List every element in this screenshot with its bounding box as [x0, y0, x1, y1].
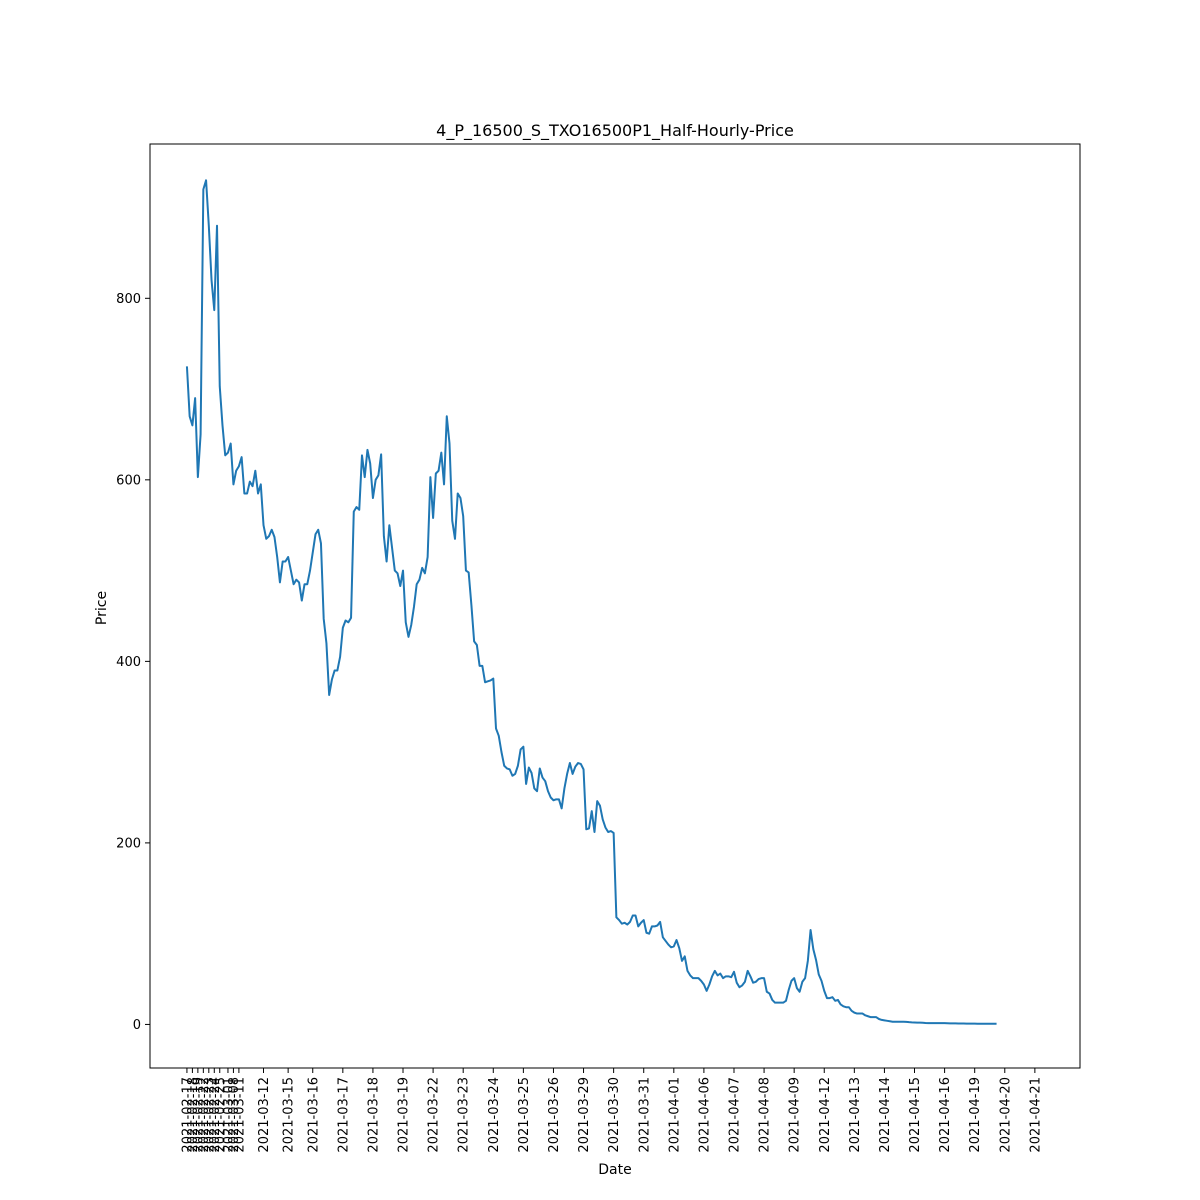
x-tick-label: 2021-03-17	[336, 1077, 351, 1153]
x-tick-label: 2021-03-31	[637, 1077, 652, 1153]
x-tick-label: 2021-04-07	[728, 1077, 743, 1153]
y-tick-label: 200	[116, 836, 141, 851]
x-tick-label: 2021-03-12	[257, 1077, 272, 1153]
x-tick-label: 2021-03-08	[227, 1077, 242, 1153]
x-tick-label: 2021-02-18	[186, 1077, 201, 1153]
y-tick-label: 600	[116, 473, 141, 488]
plot-area	[185, 179, 997, 1025]
x-tick-label: 2021-04-01	[667, 1077, 682, 1153]
x-tick-label: 2021-03-29	[577, 1077, 592, 1153]
x-tick-label: 2021-04-09	[788, 1077, 803, 1153]
x-tick-label: 2021-02-19	[191, 1077, 206, 1153]
y-tick-label: 800	[116, 292, 141, 307]
x-tick-label: 2021-02-24	[208, 1077, 223, 1153]
x-tick-label: 2021-04-14	[878, 1077, 893, 1153]
x-tick-label: 2021-03-30	[607, 1077, 622, 1153]
x-tick-label: 2021-03-01	[222, 1077, 237, 1153]
x-tick-label: 2021-02-22	[197, 1077, 212, 1153]
x-tick-label: 2021-03-19	[397, 1077, 412, 1153]
x-tick-label: 2021-03-26	[547, 1077, 562, 1153]
x-tick-label: 2021-02-17	[180, 1077, 195, 1153]
x-tick-label: 2021-03-18	[366, 1077, 381, 1153]
x-tick-label: 2021-04-08	[758, 1077, 773, 1153]
chart-title: 4_P_16500_S_TXO16500P1_Half-Hourly-Price	[436, 121, 794, 141]
x-tick-label: 2021-03-24	[487, 1077, 502, 1153]
x-tick-label: 2021-04-06	[697, 1077, 712, 1153]
x-tick-label: 2021-04-20	[998, 1077, 1013, 1153]
plot-frame	[149, 143, 1081, 1069]
y-axis-label: Price	[94, 591, 110, 625]
y-tick-label: 0	[133, 1018, 141, 1033]
x-tick-label: 2021-04-19	[968, 1077, 983, 1153]
x-tick-label: 2021-04-21	[1028, 1077, 1043, 1153]
x-axis-label: Date	[598, 1162, 631, 1178]
y-tick-label: 400	[116, 655, 141, 670]
x-axis: 2021-02-172021-02-182021-02-192021-02-22…	[180, 1068, 1043, 1153]
x-tick-label: 2021-03-16	[306, 1077, 321, 1153]
x-tick-label: 2021-04-15	[908, 1077, 923, 1153]
x-tick-label: 2021-02-23	[202, 1077, 217, 1153]
x-tick-label: 2021-02-25	[213, 1077, 228, 1153]
x-tick-label: 2021-03-11	[232, 1077, 247, 1153]
x-tick-label: 2021-04-13	[848, 1077, 863, 1153]
x-tick-label: 2021-03-23	[457, 1077, 472, 1153]
y-axis: 0 200 400 600 800	[116, 292, 150, 1033]
x-tick-label: 2021-04-12	[818, 1077, 833, 1153]
x-tick-label: 2021-03-15	[282, 1077, 297, 1153]
x-tick-label: 2021-03-25	[517, 1077, 532, 1153]
x-tick-label: 2021-04-16	[938, 1077, 953, 1153]
x-tick-label: 2021-03-22	[427, 1077, 442, 1153]
series-line-0	[185, 179, 997, 1025]
